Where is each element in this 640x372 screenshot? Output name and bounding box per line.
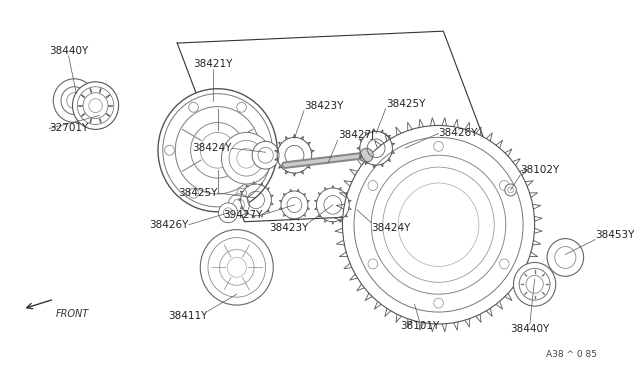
- Text: 38101Y: 38101Y: [400, 321, 439, 331]
- Text: FRONT: FRONT: [56, 309, 90, 319]
- Circle shape: [228, 194, 249, 216]
- Circle shape: [360, 148, 373, 162]
- Text: 38423Y: 38423Y: [269, 223, 309, 233]
- Text: 38425Y: 38425Y: [178, 188, 218, 198]
- Circle shape: [547, 238, 584, 276]
- Circle shape: [61, 87, 88, 115]
- Circle shape: [505, 184, 516, 196]
- Circle shape: [221, 132, 271, 184]
- Text: 38424Y: 38424Y: [193, 143, 232, 153]
- Circle shape: [220, 250, 254, 285]
- Text: 38426Y: 38426Y: [149, 220, 189, 230]
- Text: 39427Y: 39427Y: [223, 210, 263, 220]
- Circle shape: [346, 198, 369, 222]
- Text: 38440Y: 38440Y: [510, 324, 550, 334]
- Text: 38425Y: 38425Y: [386, 99, 425, 109]
- Circle shape: [371, 155, 506, 294]
- Text: 38453Y: 38453Y: [595, 230, 634, 240]
- Text: 38424Y: 38424Y: [371, 223, 411, 233]
- Circle shape: [158, 89, 277, 212]
- Text: 38421Y: 38421Y: [193, 59, 232, 69]
- Circle shape: [392, 135, 417, 161]
- Text: 38426Y: 38426Y: [438, 128, 478, 138]
- Text: 38102Y: 38102Y: [520, 165, 559, 175]
- Circle shape: [229, 140, 264, 176]
- Circle shape: [200, 230, 273, 305]
- Text: 38440Y: 38440Y: [49, 46, 88, 56]
- Text: 38427J: 38427J: [338, 130, 374, 140]
- Text: 32701Y: 32701Y: [49, 124, 89, 134]
- Circle shape: [191, 122, 244, 178]
- Circle shape: [72, 82, 118, 129]
- Circle shape: [513, 262, 556, 306]
- Circle shape: [342, 125, 534, 324]
- Text: 38423Y: 38423Y: [304, 100, 344, 110]
- Text: A38 ^ 0 85: A38 ^ 0 85: [546, 350, 597, 359]
- Text: 38411Y: 38411Y: [168, 311, 208, 321]
- Circle shape: [252, 141, 279, 169]
- Circle shape: [175, 107, 260, 194]
- Circle shape: [218, 203, 237, 223]
- Circle shape: [53, 79, 95, 122]
